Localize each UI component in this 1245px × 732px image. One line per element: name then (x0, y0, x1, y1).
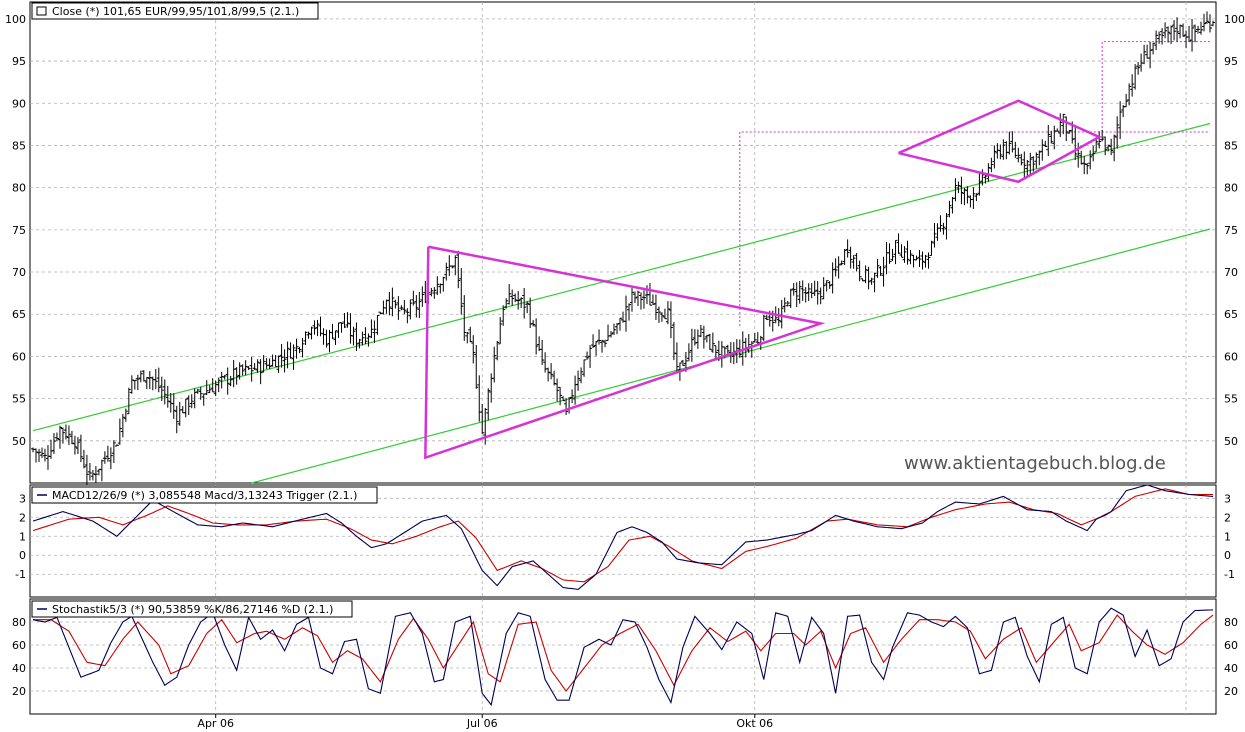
chart-patterns (424, 99, 1102, 460)
y-tick-label: 60 (12, 350, 26, 363)
macd-trigger-line (32, 488, 1213, 583)
y-tick-label: 0 (19, 549, 26, 562)
y-tick-label: 80 (12, 182, 26, 195)
y-tick-label: 40 (12, 662, 26, 675)
dotted-levels (739, 41, 1211, 327)
x-tick-label: Jul 06 (466, 717, 498, 730)
y-tick-label: 75 (1224, 224, 1238, 237)
x-tick-label: Okt 06 (736, 717, 773, 730)
y-tick-label: 2 (1224, 511, 1231, 524)
stochastic-panel: 20 40 60 80 20 40 60 80 Stochastik5/3 (*) 90,5… (12, 598, 1238, 715)
macd-panel: -1 0 1 2 3 -1 0 1 2 3 MACD12/26/9 (*) 3,085548 M… (15, 484, 1235, 598)
x-tick-label: Apr 06 (197, 717, 234, 730)
price-bars (31, 11, 1215, 486)
y-tick-label: 80 (12, 616, 26, 629)
macd-y-axis-right: -1 0 1 2 3 (1224, 492, 1235, 581)
y-tick-label: 55 (12, 393, 26, 406)
y-tick-label: 3 (1224, 492, 1231, 505)
y-tick-label: 40 (1224, 662, 1238, 675)
macd-macd-line (32, 484, 1214, 590)
y-tick-label: 75 (12, 224, 26, 237)
stochastic-gridlines (30, 599, 1216, 714)
y-tick-label: 80 (1224, 616, 1238, 629)
y-tick-label: 1 (19, 530, 26, 543)
macd-legend: MACD12/26/9 (*) 3,085548 Macd/3,13243 Tr… (31, 486, 378, 504)
y-tick-label: 60 (1224, 639, 1238, 652)
y-tick-label: 100 (1224, 13, 1245, 26)
y-tick-label: 65 (1224, 308, 1238, 321)
stochastic-y-axis-right: 20 40 60 80 (1224, 616, 1238, 698)
macd-y-axis-left: -1 0 1 2 3 (15, 492, 26, 581)
price-panel: 50 55 60 65 70 75 80 85 90 95 100 50 55 60 65 70 75 80 85… (5, 1, 1245, 486)
price-y-axis-right: 50 55 60 65 70 75 80 85 90 95 100 (1224, 13, 1245, 448)
y-tick-label: -1 (15, 568, 26, 581)
macd-lines (32, 484, 1214, 590)
dotted-level-line (739, 131, 1211, 327)
y-tick-label: 2 (19, 511, 26, 524)
y-tick-label: 90 (12, 97, 26, 110)
y-tick-label: 95 (1224, 55, 1238, 68)
y-tick-label: 70 (12, 266, 26, 279)
y-tick-label: 100 (5, 13, 26, 26)
y-tick-label: 50 (1224, 435, 1238, 448)
stochastic-y-axis-left: 20 40 60 80 (12, 616, 26, 698)
y-tick-label: 3 (19, 492, 26, 505)
y-tick-label: 20 (12, 685, 26, 698)
y-tick-label: 85 (1224, 139, 1238, 152)
macd-title: MACD12/26/9 (*) 3,085548 Macd/3,13243 Tr… (52, 489, 357, 502)
price-y-axis-left: 50 55 60 65 70 75 80 85 90 95 100 (5, 13, 26, 448)
stochastic-legend: Stochastik5/3 (*) 90,53859 %K/86,27146 %… (31, 600, 353, 618)
stochastic-pct-k-line (32, 607, 1214, 707)
y-tick-label: 95 (12, 55, 26, 68)
y-tick-label: 70 (1224, 266, 1238, 279)
y-tick-label: 85 (12, 139, 26, 152)
y-tick-label: -1 (1224, 568, 1235, 581)
y-tick-label: 20 (1224, 685, 1238, 698)
diamond-pattern (898, 99, 1102, 184)
y-tick-label: 80 (1224, 182, 1238, 195)
y-tick-label: 60 (1224, 350, 1238, 363)
y-tick-label: 50 (12, 435, 26, 448)
stochastic-lines (32, 607, 1214, 707)
triangle-pattern (424, 245, 826, 460)
upper-trend-line (32, 122, 1211, 432)
price-title: Close (*) 101,65 EUR/99,95/101,8/99,5 (2… (52, 5, 299, 18)
y-tick-label: 65 (12, 308, 26, 321)
y-tick-label: 90 (1224, 97, 1238, 110)
watermark: www.aktientagebuch.blog.de (904, 453, 1166, 474)
y-tick-label: 1 (1224, 530, 1231, 543)
y-tick-label: 60 (12, 639, 26, 652)
stochastic-pct-d-line (33, 614, 1214, 692)
stochastic-title: Stochastik5/3 (*) 90,53859 %K/86,27146 %… (52, 603, 333, 616)
y-tick-label: 0 (1224, 549, 1231, 562)
y-tick-label: 55 (1224, 393, 1238, 406)
legend-box-icon (36, 6, 47, 16)
price-legend: Close (*) 101,65 EUR/99,95/101,8/99,5 (2… (31, 2, 319, 20)
x-axis: Apr 06 Jul 06 Okt 06 (197, 714, 773, 730)
